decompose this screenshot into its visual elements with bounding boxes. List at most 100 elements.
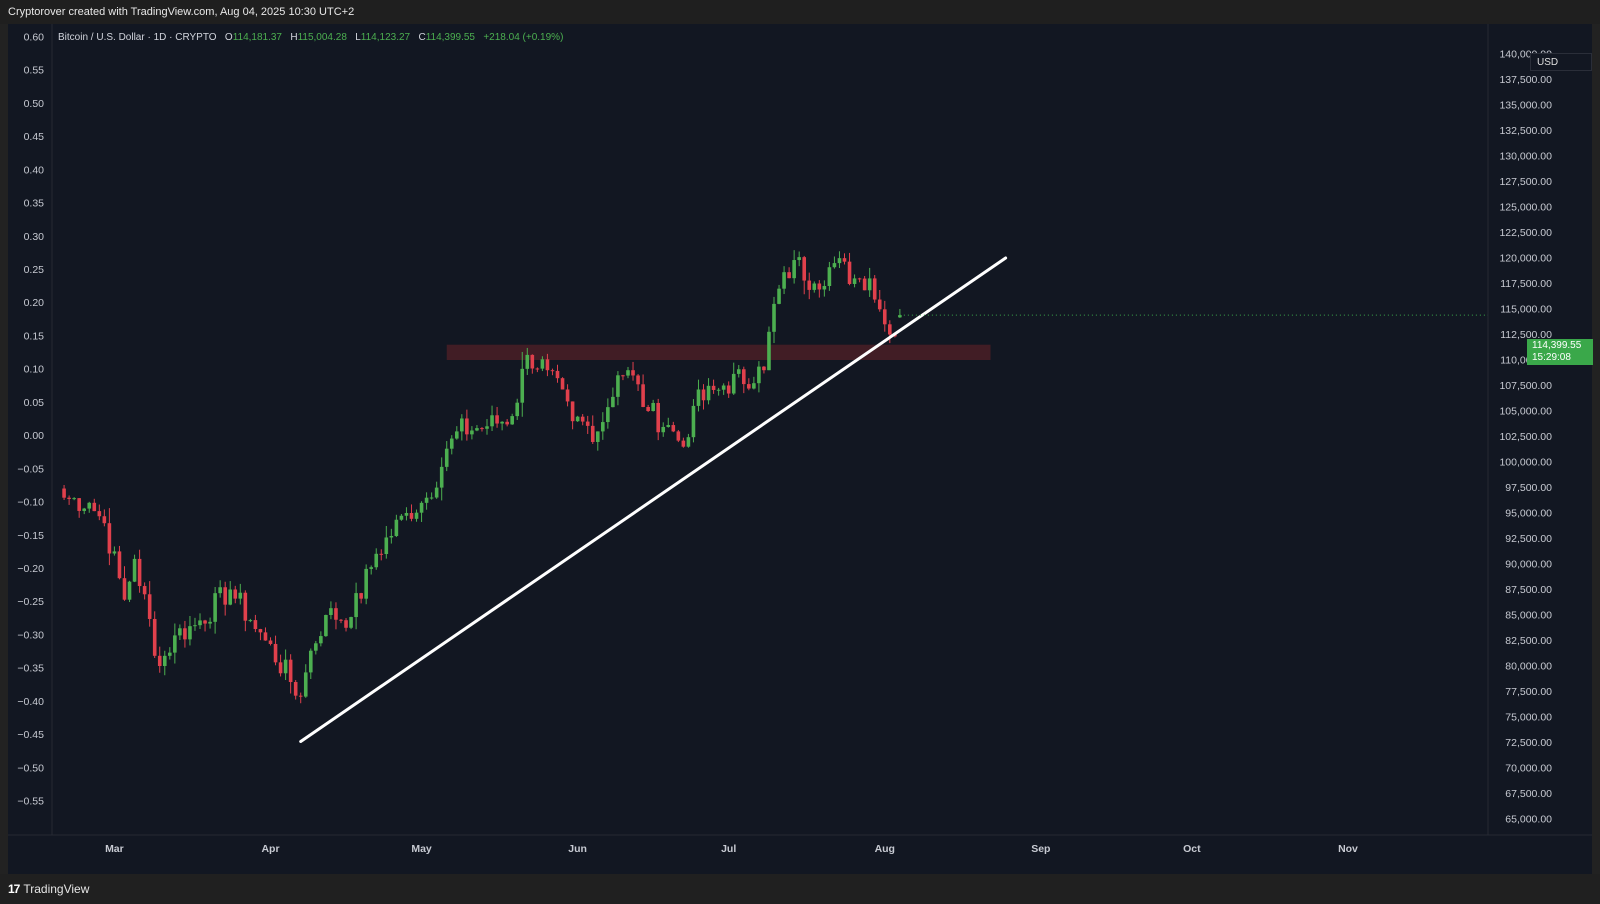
candle-body bbox=[535, 368, 540, 370]
price-chart[interactable]: 0.60 0.55 0.50 0.45 0.40 0.35 0.30 0.25 0.20 0.15… bbox=[8, 24, 1592, 874]
candle-body bbox=[802, 257, 807, 281]
candle-body bbox=[701, 389, 706, 401]
low-value: 114,123.27 bbox=[360, 32, 411, 43]
candle-body bbox=[847, 261, 852, 284]
candle-body bbox=[560, 378, 565, 390]
candle-body bbox=[898, 315, 902, 318]
candle-body bbox=[233, 589, 238, 599]
left-axis-tick: 0.30 bbox=[24, 231, 45, 243]
symbol-title[interactable]: Bitcoin / U.S. Dollar · 1D · CRYPTO bbox=[58, 32, 217, 43]
candle-body bbox=[470, 430, 474, 435]
candle-body bbox=[485, 426, 489, 429]
candle-body bbox=[862, 278, 867, 291]
high-label: H bbox=[290, 32, 298, 43]
candle-body bbox=[344, 620, 348, 628]
candle-body bbox=[691, 405, 696, 438]
candle-body bbox=[867, 278, 872, 291]
candle-body bbox=[797, 257, 801, 261]
candle-body bbox=[686, 437, 691, 447]
candle-body bbox=[626, 370, 630, 376]
candle-body bbox=[726, 385, 731, 394]
candle-body bbox=[480, 428, 484, 430]
open-value: 114,181.37 bbox=[232, 32, 282, 43]
candle-body bbox=[213, 593, 217, 622]
right-axis-tick: 95,000.00 bbox=[1505, 508, 1552, 520]
candles-layer bbox=[62, 250, 902, 704]
resistance-zone bbox=[446, 344, 991, 360]
candle-body bbox=[424, 497, 429, 503]
candle-body bbox=[792, 260, 796, 279]
change-value: +218.04 (+0.19%) bbox=[483, 32, 564, 43]
candle-body bbox=[228, 589, 233, 605]
candle-body bbox=[651, 402, 655, 411]
last-price-value: 114,399.55 bbox=[1532, 340, 1582, 351]
candle-body bbox=[752, 383, 756, 389]
resistance-zone-layer bbox=[446, 344, 991, 360]
candle-body bbox=[550, 370, 555, 372]
candle-body bbox=[379, 553, 384, 555]
right-axis-tick: 132,500.00 bbox=[1499, 125, 1552, 137]
chart-grid bbox=[8, 24, 1592, 836]
right-axis-tick: 70,000.00 bbox=[1505, 763, 1552, 775]
candle-body bbox=[636, 375, 640, 385]
time-axis-tick: Aug bbox=[875, 843, 895, 855]
candle-body bbox=[606, 407, 610, 423]
candle-body bbox=[364, 568, 368, 599]
candle-body bbox=[248, 620, 253, 622]
candle-body bbox=[394, 519, 399, 537]
candle-body bbox=[656, 402, 660, 433]
currency-selector[interactable]: USD bbox=[1530, 53, 1592, 71]
right-axis-tick: 72,500.00 bbox=[1505, 737, 1552, 749]
candle-body bbox=[354, 593, 358, 618]
top-bar: Cryptorover created with TradingView.com… bbox=[0, 0, 1600, 24]
time-axis-tick: May bbox=[411, 843, 432, 855]
candle-body bbox=[77, 498, 81, 511]
candle-body bbox=[203, 620, 207, 624]
right-axis-tick: 82,500.00 bbox=[1505, 635, 1552, 647]
tradingview-brand[interactable]: 17 TradingView bbox=[8, 882, 89, 896]
candle-body bbox=[419, 502, 424, 513]
candle-body bbox=[273, 643, 278, 663]
candle-countdown: 15:29:08 bbox=[1532, 352, 1571, 363]
candle-body bbox=[283, 659, 288, 674]
candle-body bbox=[374, 553, 379, 568]
candle-body bbox=[414, 512, 419, 519]
candle-body bbox=[495, 415, 499, 424]
support-trendline bbox=[299, 256, 1008, 743]
candle-body bbox=[439, 466, 444, 488]
close-value: 114,399.55 bbox=[425, 32, 475, 43]
right-axis-tick: 127,500.00 bbox=[1499, 176, 1552, 188]
left-axis-tick: 0.45 bbox=[24, 131, 45, 143]
candle-body bbox=[193, 625, 197, 627]
time-axis-tick: Jun bbox=[568, 843, 587, 855]
left-axis-tick: 0.20 bbox=[24, 297, 45, 309]
open-label: O bbox=[224, 32, 233, 43]
candle-body bbox=[329, 608, 333, 615]
candle-body bbox=[671, 425, 676, 432]
left-axis-tick: 0.25 bbox=[24, 264, 45, 276]
candle-body bbox=[475, 428, 479, 431]
candle-body bbox=[188, 626, 192, 640]
brand-label: TradingView bbox=[23, 882, 90, 896]
ohlc-legend: Bitcoin / U.S. Dollar · 1D · CRYPTO O114… bbox=[58, 32, 563, 43]
candle-body bbox=[409, 513, 414, 519]
candle-body bbox=[319, 636, 323, 644]
right-axis-tick: 105,000.00 bbox=[1499, 406, 1552, 418]
chart-frame[interactable]: 0.60 0.55 0.50 0.45 0.40 0.35 0.30 0.25 0.20 0.15… bbox=[8, 24, 1593, 893]
candle-body bbox=[67, 497, 71, 499]
candle-body bbox=[384, 537, 389, 555]
right-axis-tick: 80,000.00 bbox=[1505, 661, 1552, 673]
right-axis-tick: 77,500.00 bbox=[1505, 686, 1552, 698]
candle-body bbox=[465, 418, 469, 435]
chart-credit: Cryptorover created with TradingView.com… bbox=[8, 6, 355, 18]
candle-body bbox=[97, 511, 102, 517]
candle-body bbox=[178, 628, 182, 636]
time-axis-tick: Oct bbox=[1183, 843, 1201, 855]
candle-body bbox=[711, 385, 716, 390]
candle-body bbox=[429, 497, 434, 499]
candle-body bbox=[62, 488, 66, 498]
left-axis-tick: −0.25 bbox=[17, 596, 44, 608]
right-axis-tick: 75,000.00 bbox=[1505, 712, 1552, 724]
candle-body bbox=[877, 299, 882, 310]
time-axis-tick: Nov bbox=[1338, 843, 1358, 855]
